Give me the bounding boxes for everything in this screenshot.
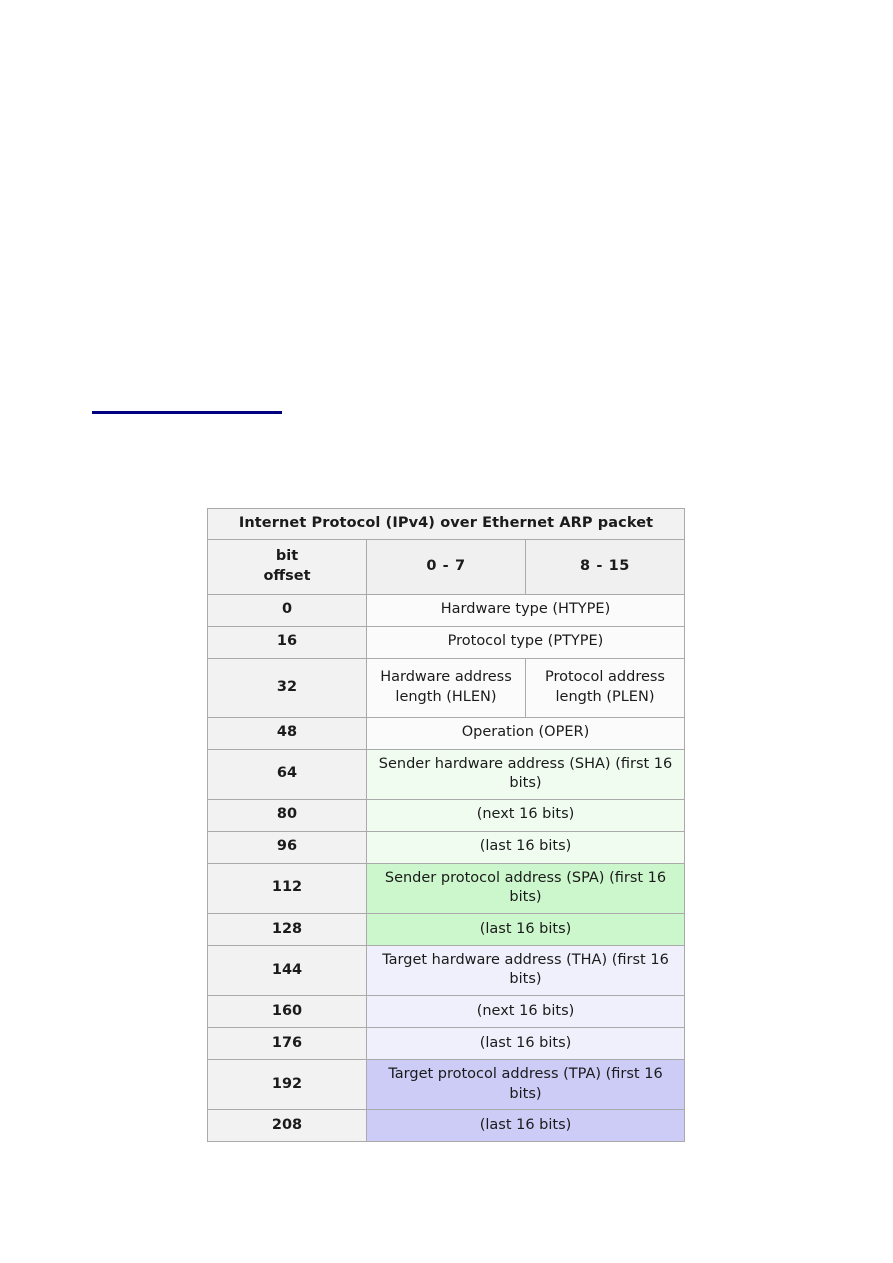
- arp-packet-table: Internet Protocol (IPv4) over Ethernet A…: [207, 508, 685, 1143]
- bit-offset-cell: 48: [207, 716, 367, 750]
- field-cell: (last 16 bits): [366, 912, 685, 946]
- table-row: 160 (next 16 bits): [207, 994, 685, 1028]
- field-cell: Sender hardware address (SHA) (first 16 …: [366, 748, 685, 800]
- bit-offset-cell: 0: [207, 593, 367, 627]
- arp-packet-table-container: Internet Protocol (IPv4) over Ethernet A…: [207, 508, 685, 1143]
- table-title: Internet Protocol (IPv4) over Ethernet A…: [207, 508, 685, 540]
- bit-offset-header-line1: bit: [275, 548, 299, 564]
- table-row: 128 (last 16 bits): [207, 912, 685, 946]
- bit-offset-cell: 16: [207, 625, 367, 659]
- bit-offset-cell: 176: [207, 1026, 367, 1060]
- table-row: 48 Operation (OPER): [207, 716, 685, 750]
- table-row: 80 (next 16 bits): [207, 798, 685, 832]
- table-row: 16 Protocol type (PTYPE): [207, 625, 685, 659]
- arp-packet-table-body: Internet Protocol (IPv4) over Ethernet A…: [207, 508, 685, 1143]
- field-cell: (last 16 bits): [366, 830, 685, 864]
- field-cell: Protocol address length (PLEN): [525, 657, 685, 718]
- field-cell: Operation (OPER): [366, 716, 685, 750]
- table-title-row: Internet Protocol (IPv4) over Ethernet A…: [207, 508, 685, 540]
- bit-offset-cell: 112: [207, 862, 367, 914]
- bit-offset-header: bit offset: [207, 538, 367, 595]
- field-cell: Hardware address length (HLEN): [366, 657, 526, 718]
- field-cell: (next 16 bits): [366, 994, 685, 1028]
- bit-offset-cell: 96: [207, 830, 367, 864]
- table-row: 112 Sender protocol address (SPA) (first …: [207, 862, 685, 914]
- empty-link-underline[interactable]: [92, 411, 282, 414]
- table-row: 192 Target protocol address (TPA) (first …: [207, 1058, 685, 1111]
- bit-offset-cell: 64: [207, 748, 367, 800]
- table-row: 208 (last 16 bits): [207, 1109, 685, 1143]
- table-row: 176 (last 16 bits): [207, 1026, 685, 1060]
- field-cell: Protocol type (PTYPE): [366, 625, 685, 659]
- field-cell: Sender protocol address (SPA) (first 16 …: [366, 862, 685, 914]
- field-cell: Target hardware address (THA) (first 16 …: [366, 944, 685, 996]
- table-row: 64 Sender hardware address (SHA) (first 1…: [207, 748, 685, 800]
- bit-offset-cell: 160: [207, 994, 367, 1028]
- bit-offset-cell: 144: [207, 944, 367, 996]
- table-row: 96 (last 16 bits): [207, 830, 685, 864]
- field-cell: (last 16 bits): [366, 1109, 685, 1143]
- table-row: 0 Hardware type (HTYPE): [207, 593, 685, 627]
- bit-offset-cell: 80: [207, 798, 367, 832]
- bit-offset-cell: 192: [207, 1058, 367, 1111]
- bit-offset-cell: 128: [207, 912, 367, 946]
- field-cell: (next 16 bits): [366, 798, 685, 832]
- field-cell: Hardware type (HTYPE): [366, 593, 685, 627]
- field-cell: (last 16 bits): [366, 1026, 685, 1060]
- bit-offset-cell: 208: [207, 1109, 367, 1143]
- table-row: 32 Hardware address length (HLEN) Protocol…: [207, 657, 685, 718]
- column-header-bits-0-7: 0 - 7: [366, 538, 526, 595]
- bit-offset-cell: 32: [207, 657, 367, 718]
- field-cell: Target protocol address (TPA) (first 16 …: [366, 1058, 685, 1111]
- column-header-bits-8-15: 8 - 15: [525, 538, 685, 595]
- table-row: 144 Target hardware address (THA) (first …: [207, 944, 685, 996]
- table-column-header-row: bit offset 0 - 7 8 - 15: [207, 538, 685, 595]
- bit-offset-header-line2: offset: [263, 567, 311, 584]
